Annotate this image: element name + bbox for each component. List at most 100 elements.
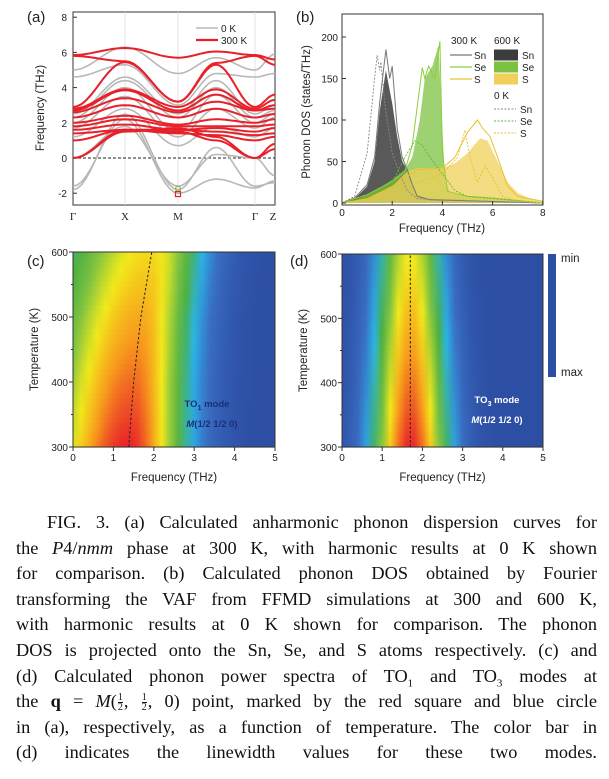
heatmap-row bbox=[73, 369, 275, 375]
peak-trace-dashed-line bbox=[128, 251, 153, 448]
caption-text: , bbox=[123, 691, 141, 712]
heatmap-row bbox=[342, 302, 543, 308]
caption-text: DOS is projected onto the Sn, Se, and S … bbox=[16, 639, 597, 660]
heatmap-row bbox=[342, 432, 543, 438]
caption-line: the P4/nmm phase at 300 K, with harmonic… bbox=[16, 536, 597, 562]
x-tick-label: 5 bbox=[272, 453, 278, 464]
heatmap-row bbox=[73, 320, 275, 326]
x-tick-label: 5 bbox=[540, 453, 546, 464]
caption-text: 3 bbox=[496, 677, 503, 690]
y-tick-label: 2 bbox=[61, 119, 67, 130]
legend-header-300k: 300 K bbox=[451, 36, 477, 47]
y-tick-label: 600 bbox=[320, 250, 337, 261]
heatmap-row bbox=[342, 364, 543, 371]
caption-text: modes at bbox=[502, 665, 597, 686]
x-tick-label: M bbox=[173, 211, 183, 223]
heatmap-row bbox=[73, 266, 275, 273]
x-tick-label: Γ bbox=[70, 211, 76, 223]
heatmap-row bbox=[342, 398, 543, 405]
heatmap-row bbox=[342, 311, 543, 318]
legend-label: Se bbox=[474, 63, 487, 74]
heatmap-row bbox=[73, 300, 275, 307]
heatmap-row bbox=[73, 354, 275, 360]
panel-label-b: (b) bbox=[296, 9, 314, 26]
caption-text: q bbox=[50, 691, 61, 712]
heatmap-row bbox=[342, 408, 543, 414]
heatmap-row bbox=[342, 374, 543, 381]
heatmap-row bbox=[342, 326, 543, 332]
y-tick-label: 150 bbox=[321, 75, 338, 86]
panel-label-a: (a) bbox=[27, 9, 45, 26]
heatmap-row bbox=[342, 316, 543, 323]
caption-text: ( bbox=[110, 691, 117, 712]
y-tick-label: -2 bbox=[58, 189, 67, 200]
heatmap-row bbox=[342, 336, 543, 342]
qpoint-label: M(1/2 1/2 0) bbox=[186, 419, 237, 430]
heatmap-row bbox=[342, 427, 543, 434]
x-tick-label: X bbox=[121, 211, 129, 223]
caption-line: with harmonic results at 0 K shown for c… bbox=[16, 612, 597, 638]
y-tick-label: 500 bbox=[51, 313, 68, 324]
heatmap-row bbox=[73, 403, 275, 409]
y-axis-label: Temperature (K) bbox=[298, 309, 310, 392]
caption-text: = bbox=[60, 691, 96, 712]
x-axis-label: Frequency (THz) bbox=[399, 223, 485, 235]
x-tick-label: 2 bbox=[389, 208, 395, 219]
caption-text: in (a), respectively, as a function of t… bbox=[16, 716, 597, 737]
heatmap-row bbox=[73, 256, 275, 263]
heatmap-row bbox=[73, 286, 275, 292]
heatmap-row bbox=[342, 307, 543, 313]
y-tick-label: 300 bbox=[51, 443, 68, 454]
heatmap-row bbox=[342, 418, 543, 424]
heatmap-row bbox=[342, 393, 543, 400]
band-300k bbox=[73, 118, 275, 128]
x-tick-label: 4 bbox=[500, 453, 506, 464]
caption-text: the bbox=[16, 537, 53, 558]
heatmap-row bbox=[342, 278, 543, 284]
x-axis-label: Frequency (THz) bbox=[131, 472, 217, 484]
legend-swatch-600k-s bbox=[494, 73, 518, 85]
band-0k bbox=[73, 125, 275, 188]
caption-line: for comparison. (b) Calculated phonon DO… bbox=[16, 561, 597, 587]
x-tick-label: 4 bbox=[440, 208, 446, 219]
heatmap-row bbox=[73, 417, 275, 424]
x-tick-label: 0 bbox=[339, 453, 345, 464]
caption-text: , 0) point, marked by the red square and… bbox=[147, 691, 597, 712]
mode-label: TO3 mode bbox=[475, 395, 520, 408]
caption-text: with harmonic results at 0 K shown for c… bbox=[16, 614, 597, 635]
band-300k bbox=[73, 128, 275, 142]
legend-label: S bbox=[522, 75, 529, 86]
caption-text: FIG. 3. (a) Calculated anharmonic phonon… bbox=[47, 512, 597, 532]
colorbar-min-label: min bbox=[561, 253, 580, 265]
y-tick-label: 400 bbox=[320, 379, 337, 390]
panel-label-d: (d) bbox=[290, 253, 308, 270]
legend-label: S bbox=[520, 129, 527, 140]
caption-text: M bbox=[95, 691, 111, 712]
heatmap-row bbox=[342, 340, 543, 347]
heatmap-row bbox=[73, 398, 275, 404]
heatmap-row bbox=[73, 427, 275, 433]
heatmap-row bbox=[73, 349, 275, 355]
x-tick-label: 3 bbox=[191, 453, 197, 464]
heatmap-row bbox=[342, 268, 543, 274]
heatmap-row bbox=[73, 393, 275, 399]
caption-line: transforming the VAF from FFMD simulatio… bbox=[16, 587, 597, 613]
band-300k bbox=[73, 114, 275, 126]
heatmap-row bbox=[73, 442, 275, 448]
heatmap-row bbox=[342, 331, 543, 337]
x-axis-label: Frequency (THz) bbox=[399, 472, 485, 484]
heatmap-row bbox=[73, 325, 275, 331]
colorbar-max-label: max bbox=[561, 367, 583, 379]
legend-label-0k: 0 K bbox=[221, 24, 236, 35]
y-tick-label: 400 bbox=[51, 378, 68, 389]
bands bbox=[73, 46, 275, 195]
heatmap-row bbox=[73, 378, 275, 385]
x-tick-label: 6 bbox=[490, 208, 496, 219]
x-tick-label: 1 bbox=[379, 453, 385, 464]
x-tick-label: 0 bbox=[70, 453, 76, 464]
caption-line: in (a), respectively, as a function of t… bbox=[16, 715, 597, 741]
heatmap-row bbox=[342, 273, 543, 279]
qpoint-label: M(1/2 1/2 0) bbox=[471, 415, 522, 426]
caption-text: and TO bbox=[413, 665, 497, 686]
